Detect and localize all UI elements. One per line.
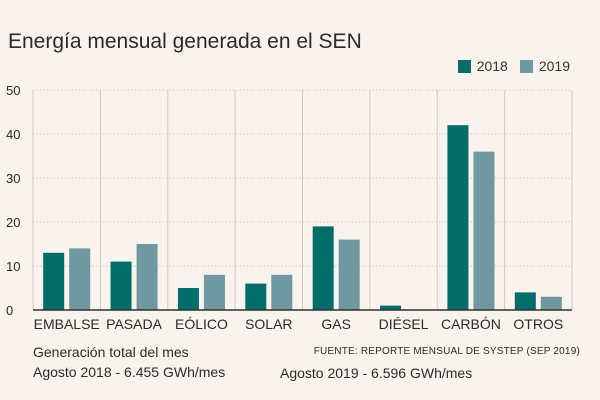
footer-totals: Generación total del mes Agosto 2018 - 6… <box>33 342 225 382</box>
bar-2018-gas <box>312 226 334 310</box>
chart-legend: 2018 2019 <box>446 58 570 74</box>
y-tick-label-40: 40 <box>6 127 20 142</box>
bar-2018-otros <box>514 292 536 310</box>
bar-2018-pasada <box>110 261 132 310</box>
bar-2018-embalse <box>43 252 65 310</box>
x-tick-label-5: GAS <box>321 316 351 332</box>
bar-2019-pasada <box>136 244 158 310</box>
x-tick-label-1: EMBALSE <box>34 316 100 332</box>
source-note: FUENTE: REPORTE MENSUAL DE SYSTEP (SEP 2… <box>313 346 580 357</box>
y-tick-label-0: 0 <box>6 303 13 318</box>
legend-label-2019: 2019 <box>538 58 570 74</box>
x-tick-label-8: OTROS <box>513 316 563 332</box>
legend-swatch-2018 <box>457 59 471 73</box>
x-tick-label-7: CARBÓN <box>441 316 501 332</box>
bar-2019-eólico <box>203 274 225 310</box>
bar-2019-embalse <box>69 248 91 310</box>
x-tick-label-2: PASADA <box>106 316 162 332</box>
legend-swatch-2019 <box>519 59 533 73</box>
bar-2018-carbón <box>447 125 469 310</box>
x-tick-label-4: SOLAR <box>245 316 292 332</box>
bar-2019-carbón <box>473 151 495 310</box>
chart-title: Energía mensual generada en el SEN <box>8 30 362 53</box>
bar-2018-diésel <box>380 305 402 310</box>
y-tick-label-50: 50 <box>6 83 20 98</box>
bar-2018-eólico <box>177 288 199 310</box>
bar-2019-gas <box>338 239 360 310</box>
y-tick-label-20: 20 <box>6 215 20 230</box>
x-tick-label-6: DIÉSEL <box>379 316 429 332</box>
bar-2018-solar <box>245 283 267 310</box>
bar-2019-solar <box>271 274 293 310</box>
bar-2019-otros <box>540 296 562 310</box>
legend-item-2018: 2018 <box>457 58 508 74</box>
y-tick-label-10: 10 <box>6 259 20 274</box>
y-tick-label-30: 30 <box>6 171 20 186</box>
total-2018: Agosto 2018 - 6.455 GWh/mes <box>33 364 226 380</box>
total-2019: Agosto 2019 - 6.596 GWh/mes <box>280 365 473 381</box>
total-label: Generación total del mes <box>33 344 189 360</box>
legend-label-2018: 2018 <box>476 58 508 74</box>
x-tick-label-3: EÓLICO <box>175 316 228 332</box>
legend-item-2019: 2019 <box>519 58 570 74</box>
